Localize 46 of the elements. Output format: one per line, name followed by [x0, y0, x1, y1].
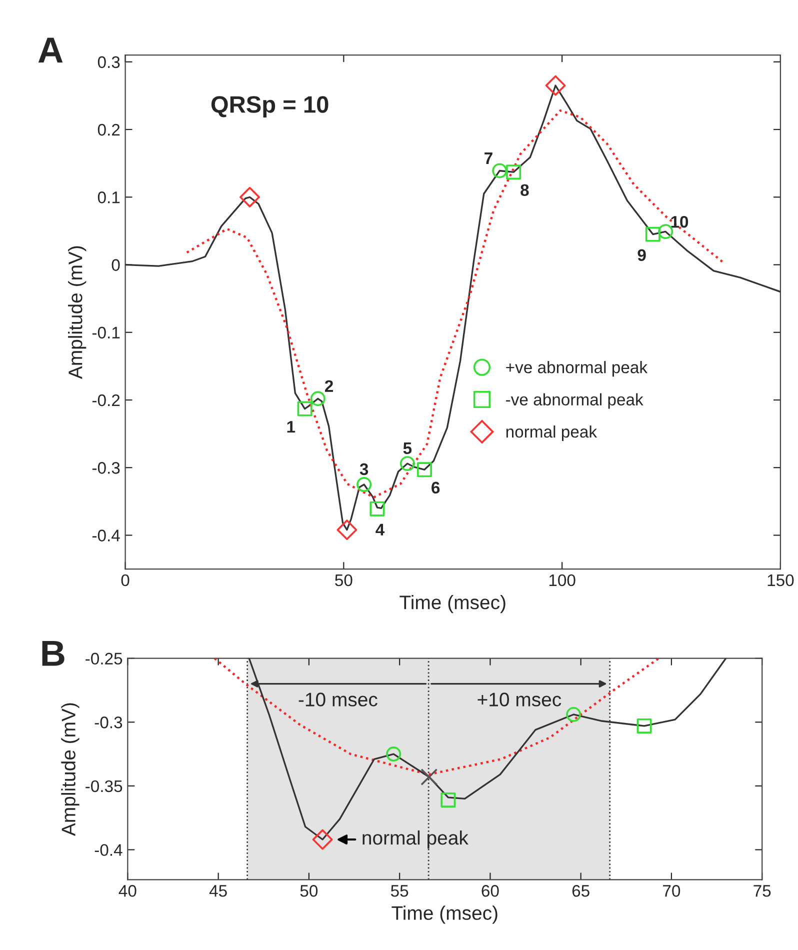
annotation: QRSp = 10	[211, 96, 328, 118]
annotation: 8	[520, 184, 529, 196]
x-tick-label: 55	[390, 885, 408, 897]
annotation: 6	[432, 482, 440, 494]
annotation: normal peak	[362, 830, 468, 849]
y-tick-label: -0.25	[86, 652, 122, 665]
legend-label: -ve abnormal peak	[506, 393, 644, 409]
annotation: 2	[324, 380, 333, 392]
annotation: 3	[360, 463, 368, 476]
y-tick-label: -0.3	[94, 716, 122, 728]
x-tick-label: 50	[335, 574, 352, 586]
x-tick-label: 65	[572, 885, 590, 897]
x-tick-label: 75	[754, 885, 771, 897]
y-tick-label: 0	[112, 259, 120, 271]
y-tick-label: 0.3	[98, 56, 120, 68]
x-tick-label: 40	[118, 885, 136, 897]
x-tick-label: 150	[768, 574, 794, 586]
x-tick-label: 50	[300, 885, 318, 897]
x-axis-title: Time (msec)	[392, 906, 498, 924]
y-tick-label: -0.2	[92, 394, 120, 406]
y-tick-label: -0.4	[92, 530, 120, 542]
annotation: +10 msec	[478, 692, 562, 706]
y-tick-label: -0.4	[94, 844, 122, 856]
annotation: 7	[484, 152, 492, 164]
text: A	[38, 38, 63, 63]
annotation: 1	[287, 421, 296, 433]
legend-label: normal peak	[506, 425, 598, 441]
y-tick-label: -0.3	[92, 462, 120, 474]
legend-label: +ve abnormal peak	[506, 361, 648, 377]
annotation: 5	[403, 442, 412, 454]
x-tick-label: 45	[209, 885, 227, 897]
annotation: -10 msec	[298, 692, 378, 706]
x-tick-label: 70	[663, 885, 680, 897]
y-axis-title: Amplitude (mV)	[61, 703, 80, 836]
text: B	[42, 640, 64, 666]
y-tick-label: -0.35	[86, 780, 122, 792]
x-tick-label: 100	[549, 574, 576, 586]
annotation: 9	[638, 249, 646, 261]
annotation: 10	[671, 216, 688, 228]
y-axis-title: Amplitude (mV)	[68, 246, 86, 380]
y-tick-label: 0.2	[98, 124, 120, 136]
x-axis-title: Time (msec)	[400, 595, 506, 614]
y-tick-label: 0.1	[98, 192, 120, 204]
y-tick-label: -0.1	[92, 326, 120, 339]
x-tick-label: 60	[482, 885, 499, 897]
annotation: 4	[376, 524, 385, 536]
